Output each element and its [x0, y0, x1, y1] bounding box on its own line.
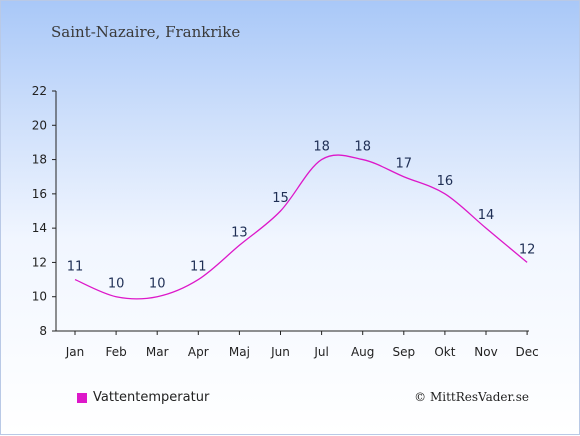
x-tick-label: Jan [65, 345, 85, 359]
x-tick-label: Mar [146, 345, 169, 359]
site-credit: © MittResVader.se [414, 390, 529, 404]
x-tick-label: Apr [188, 345, 209, 359]
data-label: 10 [149, 277, 166, 292]
data-label: 18 [313, 140, 330, 155]
data-label: 11 [190, 260, 207, 275]
x-tick-label: Feb [105, 345, 126, 359]
data-label: 11 [67, 260, 84, 275]
x-tick-label: Jun [270, 345, 290, 359]
x-tick-label: Aug [351, 345, 374, 359]
data-label: 17 [396, 157, 413, 172]
series-line-vattentemperatur [74, 154, 528, 300]
y-tick-label: 12 [32, 255, 47, 269]
x-tick-label: Jul [313, 345, 328, 359]
y-tick-label: 14 [32, 221, 47, 235]
data-label: 14 [478, 208, 495, 223]
legend-label: Vattentemperatur [93, 390, 210, 405]
data-label: 12 [519, 242, 536, 257]
legend: Vattentemperatur [77, 390, 209, 405]
chart-title: Saint-Nazaire, Frankrike [51, 23, 241, 41]
data-label: 10 [108, 277, 125, 292]
data-label: 16 [437, 174, 454, 189]
y-tick-label: 22 [32, 84, 47, 98]
data-label: 15 [272, 191, 289, 206]
x-tick-label: Maj [229, 345, 250, 359]
y-tick-label: 16 [32, 187, 47, 201]
x-tick-label: Dec [515, 345, 538, 359]
x-tick-label: Sep [392, 345, 415, 359]
y-tick-label: 8 [39, 324, 47, 338]
legend-swatch [77, 392, 87, 403]
x-tick-label: Nov [474, 345, 497, 359]
data-label: 18 [354, 140, 371, 155]
x-tick-label: Okt [434, 345, 455, 359]
y-tick-label: 18 [32, 153, 47, 167]
y-tick-label: 20 [32, 118, 47, 132]
data-label: 13 [231, 225, 248, 240]
y-tick-label: 10 [32, 290, 47, 304]
